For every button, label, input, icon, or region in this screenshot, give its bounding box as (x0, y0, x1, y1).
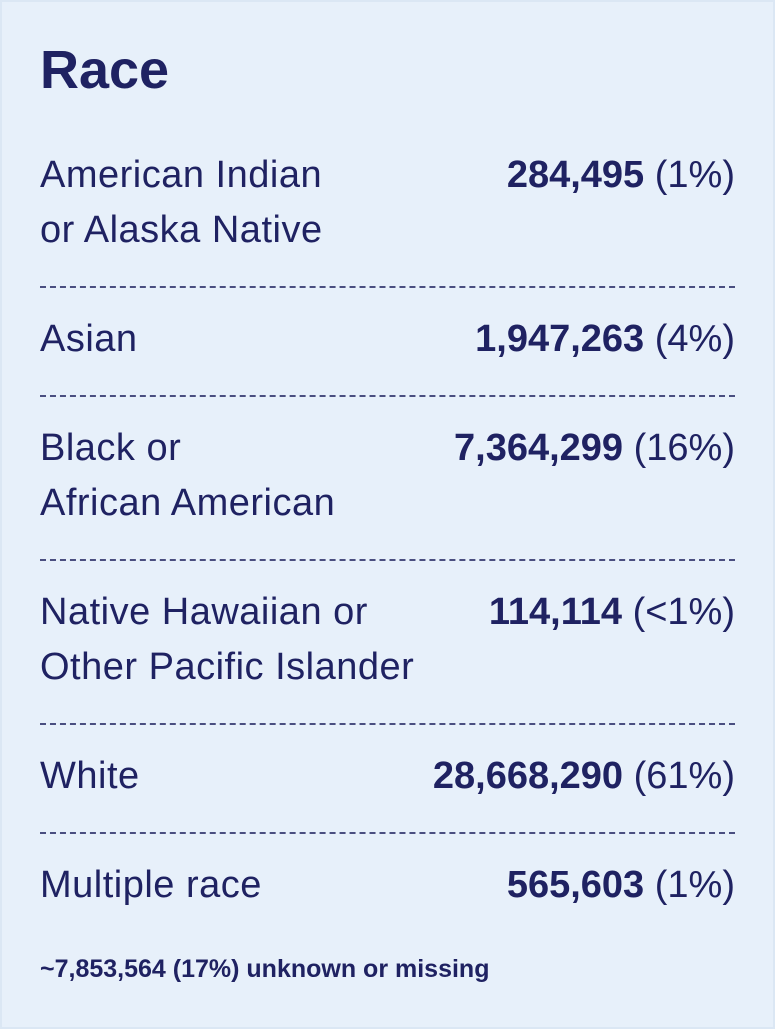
label-line: African American (40, 482, 336, 524)
count: 114,114 (488, 591, 623, 633)
percent: (<1%) (632, 591, 735, 633)
percent: (1%) (654, 154, 735, 196)
label-line: American Indian (40, 154, 323, 196)
race-row: Native Hawaiian or Other Pacific Islander… (40, 561, 735, 725)
label-line: Native Hawaiian or (40, 591, 368, 633)
race-value: 284,495 (1%) (507, 148, 735, 203)
percent: (4%) (654, 318, 735, 360)
label-line: or Alaska Native (40, 209, 323, 251)
footnote: ~7,853,564 (17%) unknown or missing (40, 955, 490, 983)
race-row: Black or African American 7,364,299 (16%) (40, 397, 735, 561)
count: 28,668,290 (432, 755, 624, 797)
race-value: 114,114 (<1%) (489, 585, 735, 640)
card-title: Race (40, 40, 170, 100)
race-label: Asian (40, 312, 138, 367)
race-row: Asian 1,947,263 (4%) (40, 288, 735, 397)
label-line: White (40, 755, 140, 797)
count: 284,495 (506, 154, 645, 196)
race-label: Black or African American (40, 421, 335, 531)
percent: (16%) (633, 427, 735, 469)
count: 1,947,263 (475, 318, 645, 360)
label-line: Other Pacific Islander (40, 646, 415, 688)
race-row: Multiple race 565,603 (1%) (40, 834, 735, 913)
race-label: Native Hawaiian or Other Pacific Islander (40, 585, 414, 695)
label-line: Multiple race (40, 864, 262, 906)
label-line: Asian (40, 318, 138, 360)
percent: (1%) (654, 864, 735, 906)
race-list: American Indian or Alaska Native 284,495 (… (40, 148, 735, 913)
race-label: American Indian or Alaska Native (40, 148, 323, 258)
count: 7,364,299 (454, 427, 624, 469)
race-label: White (40, 749, 140, 804)
race-value: 7,364,299 (16%) (454, 421, 735, 476)
percent: (61%) (633, 755, 735, 797)
race-row: American Indian or Alaska Native 284,495 (… (40, 148, 735, 288)
race-label: Multiple race (40, 858, 262, 913)
race-value: 1,947,263 (4%) (475, 312, 735, 367)
race-value: 28,668,290 (61%) (433, 749, 735, 804)
label-line: Black or (40, 427, 182, 469)
race-value: 565,603 (1%) (507, 858, 735, 913)
race-row: White 28,668,290 (61%) (40, 725, 735, 834)
count: 565,603 (506, 864, 645, 906)
